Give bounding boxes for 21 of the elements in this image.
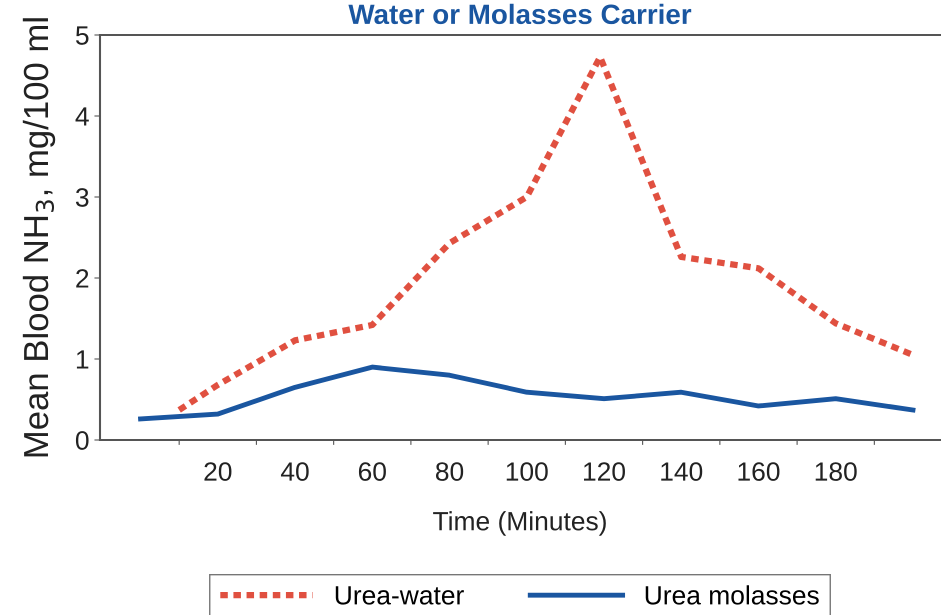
y-axis-title: Mean Blood NH$_{3}$, mg/100 ml <box>22 18 56 456</box>
y-tick-label: 0 <box>76 431 89 450</box>
x-tick-label: 20 <box>204 462 232 481</box>
x-tick-label: 60 <box>358 462 386 481</box>
x-tick-label: 180 <box>816 462 857 481</box>
x-tick-label: 160 <box>738 462 780 481</box>
y-tick-label: 5 <box>76 26 88 45</box>
legend-label: Urea-water <box>336 586 464 605</box>
y-tick-label: 4 <box>76 107 89 126</box>
x-tick-label: 40 <box>280 462 309 481</box>
legend-label: Urea molasses <box>646 585 819 605</box>
x-tick-label: 80 <box>436 462 464 481</box>
x-tick-label: 100 <box>506 462 548 481</box>
y-tick-label: 3 <box>76 188 88 207</box>
x-axis-title: Time (Minutes) <box>433 511 606 536</box>
line-series <box>138 364 916 422</box>
x-tick-label: 140 <box>661 462 702 481</box>
y-tick-label: 1 <box>76 350 88 369</box>
chart-title: Water or Molasses Carrier <box>348 4 692 24</box>
y-tick-label: 2 <box>76 269 88 288</box>
x-tick-label: 120 <box>584 462 625 481</box>
